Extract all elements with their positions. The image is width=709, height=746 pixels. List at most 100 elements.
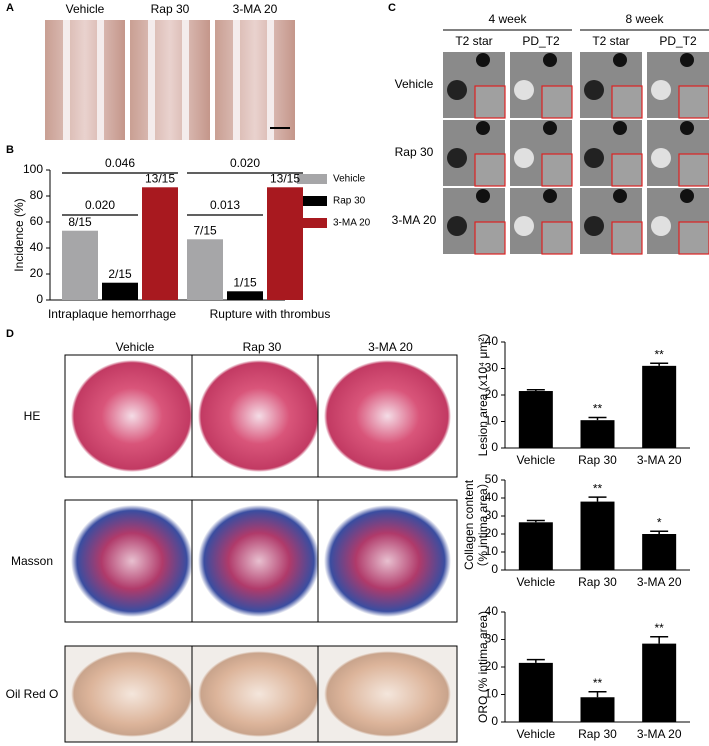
vessel-lumen xyxy=(447,216,467,236)
vessel-lumen xyxy=(613,121,627,135)
legend-swatch xyxy=(297,218,327,228)
photo xyxy=(45,20,125,140)
panel-label: C xyxy=(388,2,396,14)
vessel-lumen xyxy=(680,121,694,135)
y-axis-title: Incidence (%) xyxy=(12,198,26,271)
y-tick-label: 20 xyxy=(485,526,499,540)
y-axis-title: （% intima area） xyxy=(476,476,490,573)
x-tick-label: Vehicle xyxy=(516,727,555,741)
row-label: Vehicle xyxy=(395,77,434,91)
inset xyxy=(611,153,643,187)
x-tick-label: 3-MA 20 xyxy=(637,727,682,741)
vessel-lumen xyxy=(514,216,534,236)
vessel-lumen xyxy=(613,189,627,203)
inset xyxy=(474,85,506,119)
p-value: 0.020 xyxy=(230,156,260,170)
inset xyxy=(611,85,643,119)
histology-section xyxy=(324,651,451,737)
panel-label: D xyxy=(6,328,14,340)
vessel-lumen xyxy=(584,148,604,168)
significance: ** xyxy=(593,402,603,416)
panel-label: A xyxy=(6,2,14,14)
x-tick-label: 3-MA 20 xyxy=(637,575,682,589)
row-label: Masson xyxy=(11,554,53,568)
vessel-lumen xyxy=(651,148,671,168)
column-label: PD_T2 xyxy=(659,34,697,48)
bar xyxy=(642,365,677,448)
vessel-lumen xyxy=(543,53,557,67)
vessel-lumen xyxy=(651,80,671,100)
column-label: PD_T2 xyxy=(522,34,560,48)
inset xyxy=(611,221,643,255)
bar xyxy=(518,522,553,570)
histology-section xyxy=(71,505,193,617)
x-tick-label: Vehicle xyxy=(516,575,555,589)
vessel xyxy=(233,20,240,140)
vessel-lumen xyxy=(514,80,534,100)
column-label: 3-MA 20 xyxy=(368,340,413,354)
bar xyxy=(518,391,553,448)
vessel xyxy=(63,20,70,140)
inset xyxy=(541,153,573,187)
error-bar xyxy=(526,388,545,392)
significance: * xyxy=(657,515,662,529)
error-bar xyxy=(650,530,669,534)
y-tick-label: 10 xyxy=(485,687,499,701)
histology-section xyxy=(71,651,193,737)
histology-section xyxy=(71,360,193,472)
vessel-lumen xyxy=(680,189,694,203)
vessel-lumen xyxy=(543,189,557,203)
y-tick-label: 60 xyxy=(30,214,44,228)
vessel-lumen xyxy=(476,53,490,67)
legend-label: Vehicle xyxy=(333,174,366,185)
column-label: Vehicle xyxy=(116,340,155,354)
histology-section xyxy=(198,360,320,472)
error-bar xyxy=(526,519,545,523)
significance: ** xyxy=(654,347,664,361)
y-tick-label: 30 xyxy=(485,361,499,375)
row-label: HE xyxy=(24,409,41,423)
panel-label: B xyxy=(6,144,14,156)
p-value: 0.046 xyxy=(105,156,135,170)
y-axis-title: Collagen content xyxy=(462,479,476,570)
histology-section xyxy=(198,505,320,617)
bar xyxy=(62,230,98,300)
inset xyxy=(678,85,709,119)
legend-swatch xyxy=(297,174,327,184)
inset xyxy=(474,221,506,255)
x-tick-label: Rap 30 xyxy=(578,453,617,467)
row-label: Rap 30 xyxy=(395,145,434,159)
vessel xyxy=(267,20,274,140)
bar xyxy=(580,501,615,570)
column-label: Rap 30 xyxy=(151,2,190,16)
histology-section xyxy=(324,360,451,472)
legend-swatch xyxy=(297,196,327,206)
bar xyxy=(642,643,677,722)
photo xyxy=(215,20,295,140)
y-tick-label: 0 xyxy=(491,714,498,728)
photo xyxy=(130,20,210,140)
column-label: T2 star xyxy=(455,34,492,48)
y-tick-label: 80 xyxy=(30,188,44,202)
row-label: 3-MA 20 xyxy=(392,213,437,227)
vessel-lumen xyxy=(514,148,534,168)
group-label: 8 week xyxy=(625,12,664,26)
legend-label: Rap 30 xyxy=(333,196,366,207)
y-tick-label: 20 xyxy=(30,266,44,280)
y-tick-label: 30 xyxy=(485,632,499,646)
value-label: 1/15 xyxy=(233,275,257,289)
column-label: Rap 30 xyxy=(243,340,282,354)
vessel-lumen xyxy=(680,53,694,67)
error-bar xyxy=(650,636,669,644)
vessel xyxy=(148,20,155,140)
y-tick-label: 40 xyxy=(30,240,44,254)
significance: ** xyxy=(654,621,664,635)
y-tick-label: 20 xyxy=(485,659,499,673)
vessel-lumen xyxy=(447,148,467,168)
bar xyxy=(227,291,263,300)
vessel-lumen xyxy=(584,80,604,100)
vessel-lumen xyxy=(476,189,490,203)
column-label: T2 star xyxy=(592,34,629,48)
y-tick-label: 10 xyxy=(485,544,499,558)
value-label: 2/15 xyxy=(108,267,132,281)
